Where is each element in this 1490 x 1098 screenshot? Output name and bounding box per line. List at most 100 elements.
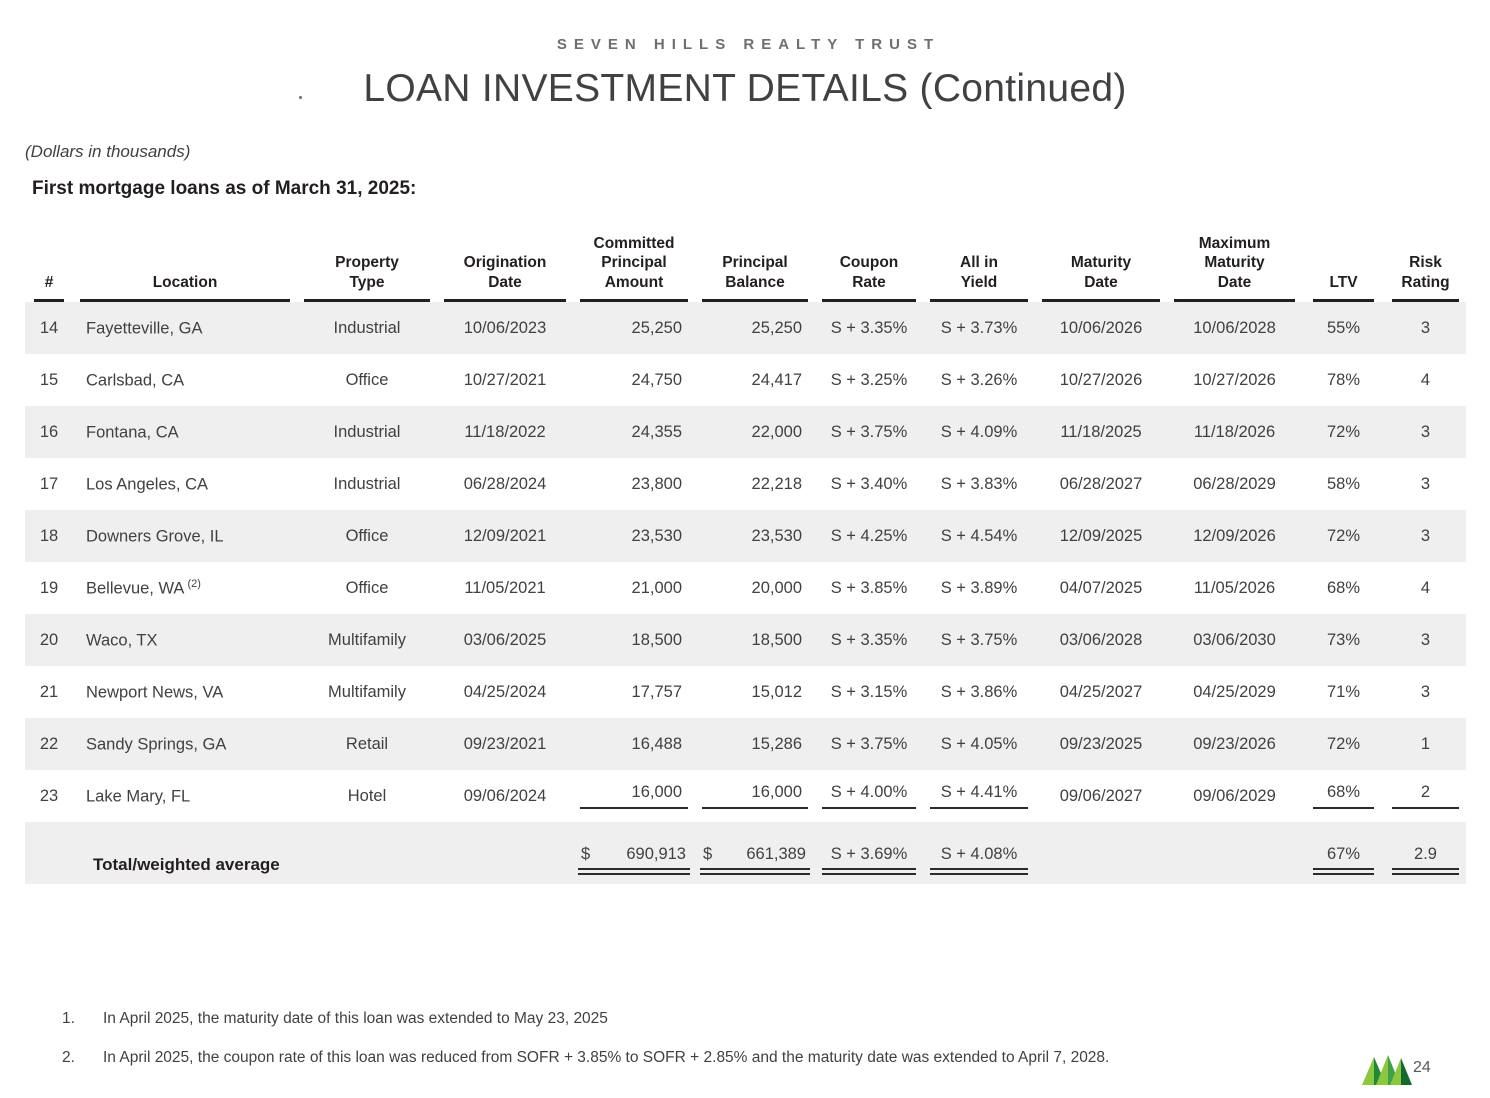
ltv-cell: 71% — [1326, 682, 1361, 701]
committed-principal-cell: 21,000 — [631, 578, 682, 597]
location-cell: Downers Grove, IL — [86, 527, 224, 546]
total-coupon-cell: S + 3.69% — [815, 822, 923, 884]
page-title: LOAN INVESTMENT DETAILS (Continued) — [363, 67, 1127, 110]
footnote-ref: (2) — [187, 577, 201, 590]
location-cell: Fayetteville, GA — [86, 319, 203, 338]
maturity-date-cell: 06/28/2027 — [1059, 474, 1143, 493]
property-type-cell: Office — [345, 578, 389, 597]
loan-number-cell: 20 — [39, 630, 59, 649]
col-header-principal-balance: Principal Balance — [695, 218, 815, 302]
property-type-cell: Multifamily — [328, 630, 406, 649]
footnote-1: 1. In April 2025, the maturity date of t… — [62, 1008, 1109, 1030]
all-in-yield-cell: S + 3.75% — [940, 630, 1018, 649]
loan-table: # Location Property Type Origination Dat… — [25, 218, 1466, 884]
principal-balance-cell: 15,012 — [751, 682, 802, 701]
location-cell: Newport News, VA — [86, 683, 224, 702]
coupon-rate-cell: S + 3.85% — [830, 578, 908, 597]
ltv-cell: 72% — [1326, 734, 1361, 753]
total-risk-cell: 2.9 — [1385, 822, 1466, 884]
coupon-rate-cell: S + 3.40% — [830, 474, 908, 493]
col-header-maximum-maturity-date: Maximum Maturity Date — [1167, 218, 1302, 302]
slide-header: SEVEN HILLS REALTY TRUST LOAN INVESTMENT… — [0, 0, 1490, 111]
maturity-date-cell: 09/06/2027 — [1059, 786, 1143, 805]
loan-number-cell: 18 — [39, 526, 59, 545]
table-row: 20 Waco, TX Multifamily 03/06/2025 18,50… — [25, 614, 1466, 666]
stray-dot — [299, 96, 302, 99]
principal-balance-cell: 15,286 — [751, 734, 802, 753]
coupon-rate-cell: S + 3.25% — [830, 370, 908, 389]
loan-number-cell: 23 — [39, 786, 59, 805]
location-cell: Los Angeles, CA — [86, 475, 208, 494]
table-header-row: # Location Property Type Origination Dat… — [25, 218, 1466, 302]
principal-balance-cell: 20,000 — [751, 578, 802, 597]
col-header-location: Location — [73, 218, 297, 302]
col-header-ltv: LTV — [1302, 218, 1385, 302]
col-header-number: # — [25, 218, 73, 302]
footnote-text: In April 2025, the coupon rate of this l… — [103, 1048, 1110, 1066]
principal-balance-cell: 22,000 — [751, 422, 802, 441]
ltv-cell: 68% — [1302, 770, 1385, 822]
property-type-cell: Multifamily — [328, 682, 406, 701]
loan-table-body: 14 Fayetteville, GA Industrial 10/06/202… — [25, 302, 1466, 822]
max-maturity-date-cell: 06/28/2029 — [1193, 474, 1276, 493]
risk-rating-cell: 3 — [1420, 318, 1431, 337]
committed-principal-cell: 23,530 — [631, 526, 682, 545]
risk-rating-cell: 3 — [1420, 682, 1431, 701]
committed-principal-cell: 17,757 — [631, 682, 682, 701]
table-row: 21 Newport News, VA Multifamily 04/25/20… — [25, 666, 1466, 718]
ltv-cell: 58% — [1326, 474, 1361, 493]
col-header-property-type: Property Type — [297, 218, 437, 302]
risk-rating-cell: 3 — [1420, 422, 1431, 441]
maturity-date-cell: 12/09/2025 — [1059, 526, 1143, 545]
units-note: (Dollars in thousands) — [25, 142, 191, 161]
table-row: 18 Downers Grove, IL Office 12/09/2021 2… — [25, 510, 1466, 562]
total-number-cell — [25, 822, 73, 884]
loan-number-cell: 14 — [39, 318, 59, 337]
committed-principal-cell: 25,250 — [631, 318, 682, 337]
maturity-date-cell: 11/18/2025 — [1060, 422, 1142, 441]
origination-date-cell: 04/25/2024 — [463, 682, 547, 701]
total-row: Total/weighted average $690,913 $661,389… — [25, 822, 1466, 884]
committed-principal-cell: 18,500 — [631, 630, 682, 649]
principal-balance-cell: 25,250 — [751, 318, 802, 337]
ltv-cell: 68% — [1326, 578, 1361, 597]
col-header-committed-principal: Committed Principal Amount — [573, 218, 695, 302]
max-maturity-date-cell: 09/06/2029 — [1193, 786, 1276, 805]
max-maturity-date-cell: 10/06/2028 — [1193, 318, 1276, 337]
property-type-cell: Office — [345, 526, 389, 545]
col-header-all-in-yield: All in Yield — [923, 218, 1035, 302]
total-balance-value: 661,389 — [746, 845, 806, 863]
origination-date-cell: 11/18/2022 — [464, 422, 546, 441]
col-header-maturity-date: Maturity Date — [1035, 218, 1167, 302]
max-maturity-date-cell: 04/25/2029 — [1193, 682, 1276, 701]
location-cell: Fontana, CA — [86, 423, 179, 442]
origination-date-cell: 03/06/2025 — [463, 630, 547, 649]
footnote-number: 2. — [62, 1048, 75, 1066]
property-type-cell: Office — [345, 370, 389, 389]
coupon-rate-cell: S + 3.35% — [830, 318, 908, 337]
dollar-sign: $ — [581, 845, 591, 863]
loan-number-cell: 17 — [39, 474, 59, 493]
origination-date-cell: 10/27/2021 — [463, 370, 547, 389]
seven-hills-mountains-logo — [1362, 1055, 1412, 1085]
all-in-yield-cell: S + 4.05% — [940, 734, 1018, 753]
location-cell: Lake Mary, FL — [86, 787, 191, 806]
col-header-risk-rating: Risk Rating — [1385, 218, 1466, 302]
risk-rating-cell: 3 — [1420, 630, 1431, 649]
table-row: 17 Los Angeles, CA Industrial 06/28/2024… — [25, 458, 1466, 510]
loan-number-cell: 19 — [39, 578, 59, 597]
risk-rating-cell: 1 — [1420, 734, 1431, 753]
table-row: 14 Fayetteville, GA Industrial 10/06/202… — [25, 302, 1466, 354]
all-in-yield-cell: S + 4.09% — [940, 422, 1018, 441]
loan-number-cell: 22 — [39, 734, 59, 753]
committed-principal-cell: 16,488 — [631, 734, 682, 753]
maturity-date-cell: 04/07/2025 — [1059, 578, 1143, 597]
total-committed-cell: $690,913 — [573, 822, 695, 884]
committed-principal-cell: 24,355 — [631, 422, 682, 441]
coupon-rate-cell: S + 4.00% — [815, 770, 923, 822]
ltv-cell: 72% — [1326, 422, 1361, 441]
risk-rating-cell: 4 — [1420, 370, 1431, 389]
table-row: 16 Fontana, CA Industrial 11/18/2022 24,… — [25, 406, 1466, 458]
all-in-yield-cell: S + 3.89% — [940, 578, 1018, 597]
total-balance-cell: $661,389 — [695, 822, 815, 884]
